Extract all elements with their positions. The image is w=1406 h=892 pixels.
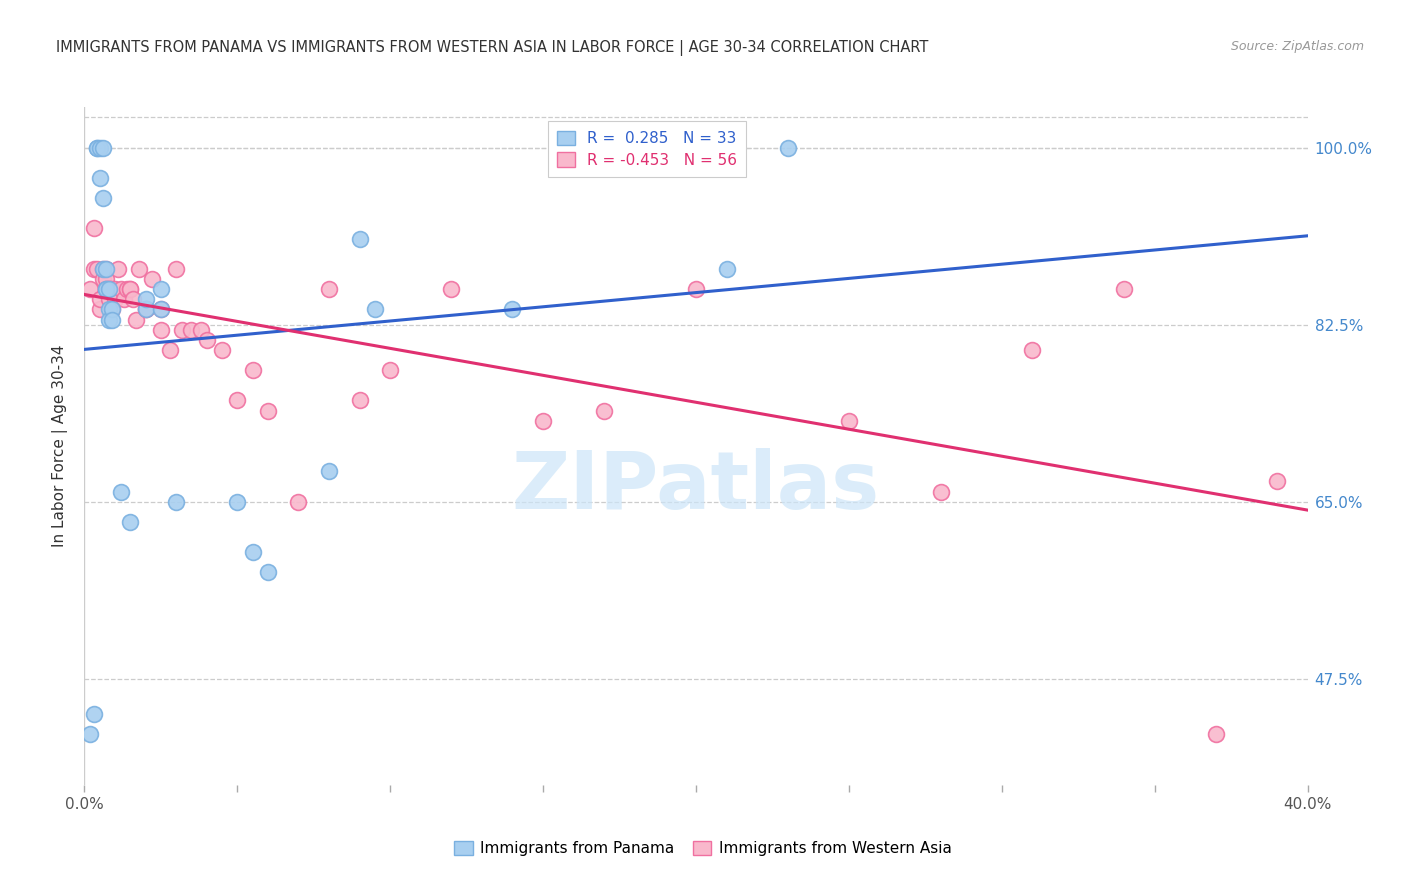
Point: [91, 261, 114, 276]
Point: [190, 323, 212, 337]
Point: [86, 140, 108, 154]
Point: [104, 293, 127, 307]
Point: [94, 282, 117, 296]
Point: [149, 302, 172, 317]
Point: [318, 464, 340, 478]
Point: [83, 221, 105, 235]
Point: [107, 261, 129, 276]
Point: [97, 302, 120, 317]
Text: IMMIGRANTS FROM PANAMA VS IMMIGRANTS FROM WESTERN ASIA IN LABOR FORCE | AGE 30-3: IMMIGRANTS FROM PANAMA VS IMMIGRANTS FRO…: [56, 40, 928, 56]
Point: [141, 272, 163, 286]
Point: [125, 312, 148, 326]
Point: [101, 312, 124, 326]
Point: [257, 566, 280, 580]
Point: [349, 393, 371, 408]
Point: [86, 261, 108, 276]
Point: [195, 333, 218, 347]
Point: [120, 515, 142, 529]
Point: [226, 393, 249, 408]
Point: [97, 282, 120, 296]
Point: [91, 191, 114, 205]
Point: [502, 302, 524, 317]
Point: [159, 343, 181, 357]
Point: [149, 282, 172, 296]
Point: [165, 494, 187, 508]
Text: ZIPatlas: ZIPatlas: [512, 448, 880, 525]
Legend: R =  0.285   N = 33, R = -0.453   N = 56: R = 0.285 N = 33, R = -0.453 N = 56: [547, 121, 747, 177]
Point: [531, 414, 554, 428]
Point: [211, 343, 233, 357]
Point: [593, 403, 616, 417]
Point: [94, 282, 117, 296]
Point: [135, 293, 157, 307]
Point: [776, 140, 799, 154]
Point: [1021, 343, 1043, 357]
Point: [89, 140, 111, 154]
Point: [115, 282, 138, 296]
Point: [165, 261, 187, 276]
Point: [97, 312, 120, 326]
Point: [135, 302, 157, 317]
Point: [135, 302, 157, 317]
Point: [716, 261, 738, 276]
Point: [110, 282, 132, 296]
Point: [94, 272, 117, 286]
Point: [349, 231, 371, 245]
Point: [149, 302, 172, 317]
Point: [380, 363, 402, 377]
Point: [1265, 475, 1288, 489]
Point: [364, 302, 387, 317]
Point: [89, 302, 111, 317]
Point: [929, 484, 952, 499]
Point: [83, 707, 105, 722]
Text: Source: ZipAtlas.com: Source: ZipAtlas.com: [1230, 40, 1364, 54]
Point: [101, 302, 124, 317]
Point: [97, 293, 120, 307]
Point: [94, 261, 117, 276]
Point: [83, 261, 105, 276]
Point: [287, 494, 309, 508]
Point: [97, 282, 120, 296]
Point: [440, 282, 463, 296]
Point: [1114, 282, 1136, 296]
Point: [86, 140, 108, 154]
Point: [89, 170, 111, 185]
Point: [89, 293, 111, 307]
Point: [318, 282, 340, 296]
Point: [120, 282, 142, 296]
Point: [1205, 727, 1227, 741]
Point: [172, 323, 194, 337]
Point: [101, 282, 124, 296]
Point: [149, 323, 172, 337]
Point: [110, 484, 132, 499]
Point: [135, 302, 157, 317]
Point: [128, 261, 150, 276]
Point: [97, 282, 120, 296]
Point: [79, 727, 101, 741]
Point: [94, 261, 117, 276]
Point: [242, 363, 264, 377]
Point: [122, 293, 145, 307]
Point: [685, 282, 707, 296]
Point: [91, 261, 114, 276]
Point: [226, 494, 249, 508]
Point: [242, 545, 264, 559]
Point: [101, 302, 124, 317]
Point: [91, 272, 114, 286]
Point: [838, 414, 860, 428]
Point: [120, 282, 142, 296]
Point: [94, 282, 117, 296]
Point: [257, 403, 280, 417]
Legend: Immigrants from Panama, Immigrants from Western Asia: Immigrants from Panama, Immigrants from …: [449, 835, 957, 862]
Y-axis label: In Labor Force | Age 30-34: In Labor Force | Age 30-34: [52, 344, 69, 548]
Point: [91, 140, 114, 154]
Point: [180, 323, 202, 337]
Point: [79, 282, 101, 296]
Point: [112, 293, 135, 307]
Point: [104, 282, 127, 296]
